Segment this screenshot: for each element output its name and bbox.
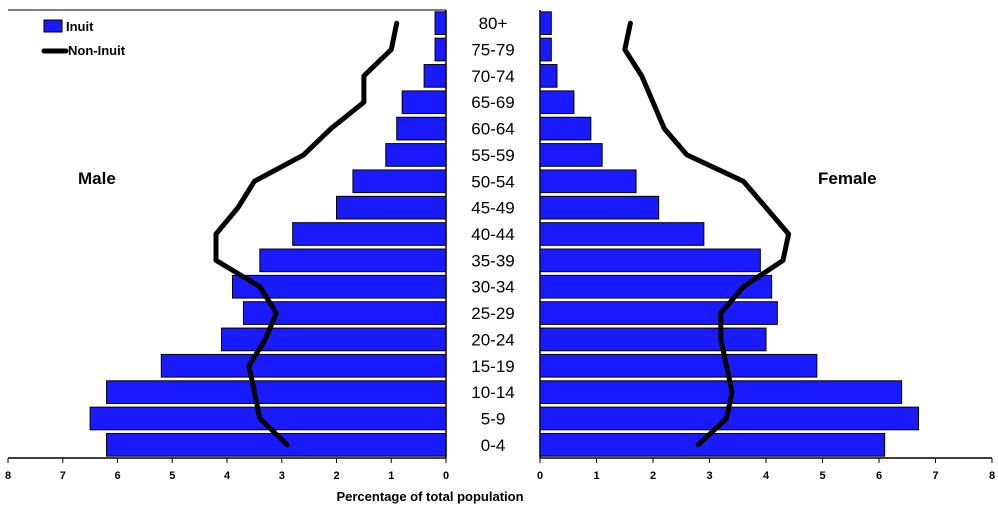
female-bar-30-34	[539, 274, 773, 299]
right-tick-label: 1	[593, 470, 599, 482]
female-non-inuit-line-group	[622, 20, 792, 448]
female-bar-45-49	[539, 195, 660, 220]
male-bar-45-49	[336, 195, 447, 220]
age-label-20-24: 20-24	[471, 330, 514, 349]
right-tick-label: 4	[763, 470, 770, 482]
female-non-inuit-line	[622, 20, 792, 448]
age-label-5-9: 5-9	[481, 409, 506, 428]
male-bar-10-14	[106, 380, 447, 404]
female-bar-0-4	[539, 432, 886, 457]
female-bar-10-14	[539, 380, 903, 404]
age-label-75-79: 75-79	[471, 41, 514, 60]
age-label-55-59: 55-59	[471, 146, 514, 165]
female-bar-75-79	[539, 37, 552, 62]
x-axis-ticks: 0 0 1 1 2 2 3 3 4 4 5 5 6 6 7 7 8 8	[5, 458, 995, 482]
right-tick-label: 2	[650, 470, 656, 482]
male-bar-15-19	[160, 353, 447, 378]
female-bar-50-54	[539, 169, 637, 194]
age-label-60-64: 60-64	[471, 120, 514, 139]
male-bar-70-74	[423, 64, 447, 88]
legend-bar-label: Inuit	[66, 19, 94, 34]
female-bar-40-44	[539, 222, 705, 246]
age-label-65-69: 65-69	[471, 93, 514, 112]
left-tick-label: 6	[114, 470, 120, 482]
female-bar-70-74	[539, 64, 558, 88]
female-bar-60-64	[539, 116, 592, 141]
left-tick-label: 4	[224, 470, 231, 482]
age-label-0-4: 0-4	[481, 436, 506, 455]
right-tick-label: 8	[989, 470, 995, 482]
legend-bar-swatch	[43, 19, 63, 33]
male-bar-35-39	[259, 248, 447, 273]
left-tick-label: 3	[279, 470, 285, 482]
left-tick-label: 7	[60, 470, 66, 482]
right-tick-label: 3	[706, 470, 712, 482]
male-non-inuit-line	[213, 20, 400, 448]
male-bar-50-54	[352, 169, 447, 194]
female-bar-55-59	[539, 143, 603, 167]
right-tick-label: 6	[876, 470, 882, 482]
left-tick-label: 2	[333, 470, 339, 482]
age-group-labels: 0-4 5-9 10-14 15-19 20-24 25-29 30-34 35-39 40-4…	[471, 14, 514, 455]
male-bar-40-44	[292, 222, 447, 246]
male-bar-20-24	[221, 327, 447, 352]
age-label-40-44: 40-44	[471, 225, 514, 244]
left-tick-label: 1	[388, 470, 394, 482]
female-bar-65-69	[539, 90, 575, 115]
female-bar-15-19	[539, 353, 818, 378]
male-non-inuit-line-group	[213, 20, 400, 448]
left-tick-label: 8	[5, 470, 11, 482]
left-tick-label: 0	[443, 470, 449, 482]
male-bar-80+	[434, 11, 447, 36]
male-bar-30-34	[231, 274, 447, 299]
male-bar-55-59	[385, 143, 447, 167]
male-bar-75-79	[434, 37, 447, 62]
age-label-30-34: 30-34	[471, 278, 514, 297]
age-label-15-19: 15-19	[471, 357, 514, 376]
right-tick-label: 7	[932, 470, 938, 482]
legend-line-label: Non-Inuit	[68, 43, 126, 58]
age-label-10-14: 10-14	[471, 383, 514, 402]
female-bar-35-39	[539, 248, 761, 273]
legend: Inuit Non-Inuit	[41, 19, 126, 58]
male-label: Male	[78, 169, 116, 188]
right-tick-label: 0	[537, 470, 543, 482]
male-bar-25-29	[242, 301, 447, 325]
age-label-25-29: 25-29	[471, 304, 514, 323]
male-bar-65-69	[401, 90, 447, 115]
age-label-70-74: 70-74	[471, 67, 514, 86]
male-inuit-bars	[89, 11, 447, 457]
x-axis-title: Percentage of total population	[336, 489, 523, 504]
right-tick-label: 5	[819, 470, 825, 482]
female-bar-80+	[539, 11, 552, 36]
female-inuit-bars	[539, 11, 920, 457]
female-bar-20-24	[539, 327, 767, 352]
female-bar-25-29	[539, 301, 778, 325]
age-label-80+: 80+	[479, 14, 508, 33]
age-label-50-54: 50-54	[471, 172, 514, 191]
age-label-45-49: 45-49	[471, 199, 514, 218]
age-label-35-39: 35-39	[471, 251, 514, 270]
left-tick-label: 5	[169, 470, 175, 482]
female-label: Female	[818, 169, 877, 188]
male-bar-60-64	[396, 116, 447, 141]
